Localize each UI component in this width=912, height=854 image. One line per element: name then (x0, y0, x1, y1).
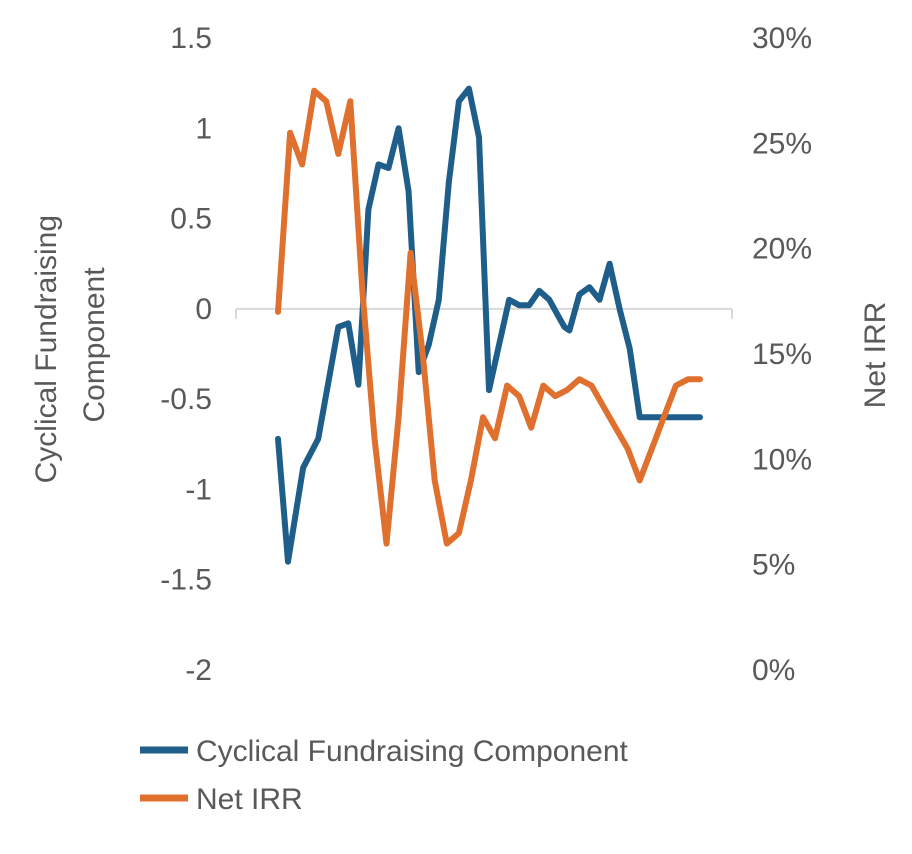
left-tick-label: -2 (185, 654, 212, 687)
left-tick-label: -1 (185, 473, 212, 506)
left-axis-ticks: 1.5 1 0.5 0 -0.5 -1 -1.5 -2 (160, 22, 212, 687)
cyclical-fundraising-line (275, 85, 703, 565)
right-tick-label: 20% (752, 233, 812, 266)
right-axis-title: Net IRR (859, 302, 892, 409)
left-tick-label: -0.5 (160, 383, 212, 416)
left-axis-title: Cyclical Fundraising Component (30, 207, 111, 484)
left-tick-label: 1 (195, 112, 212, 145)
right-tick-label: 25% (752, 127, 812, 160)
left-tick-label: -1.5 (160, 564, 212, 597)
legend-label: Net IRR (196, 783, 303, 816)
left-axis-title-line2: Component (78, 267, 111, 423)
left-tick-label: 1.5 (170, 22, 212, 55)
net-irr-line (275, 87, 703, 547)
legend-label: Cyclical Fundraising Component (196, 735, 629, 768)
right-tick-label: 15% (752, 338, 812, 371)
right-tick-label: 0% (752, 654, 795, 687)
legend: Cyclical Fundraising Component Net IRR (140, 735, 629, 816)
right-tick-label: 10% (752, 443, 812, 476)
series-group (275, 85, 703, 565)
right-axis-ticks: 30% 25% 20% 15% 10% 5% 0% (752, 22, 812, 687)
right-tick-label: 30% (752, 22, 812, 55)
left-tick-label: 0 (195, 293, 212, 326)
left-tick-label: 0.5 (170, 203, 212, 236)
left-axis-title-line1: Cyclical Fundraising (30, 215, 63, 483)
right-tick-label: 5% (752, 549, 795, 582)
